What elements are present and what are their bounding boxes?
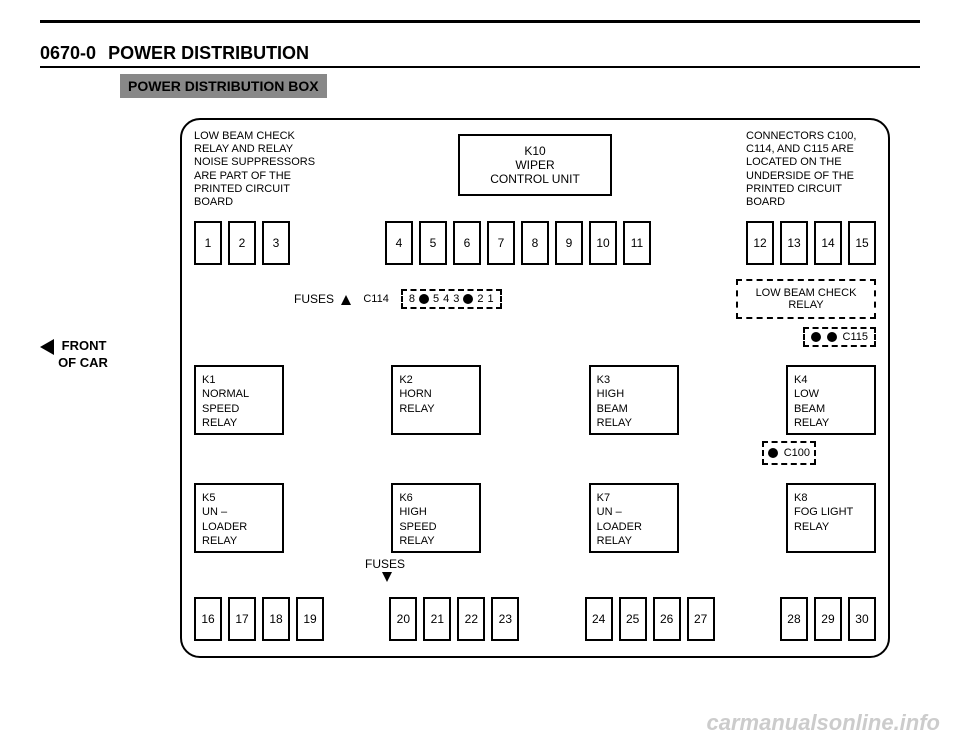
fuse-30: 30 <box>848 597 876 641</box>
c100-label: C100 <box>784 447 810 459</box>
front-line1: FRONT <box>62 338 107 353</box>
k10-l3: CONTROL UNIT <box>490 172 580 186</box>
k10-box: K10 WIPER CONTROL UNIT <box>458 134 612 196</box>
fuse-4: 4 <box>385 221 413 265</box>
fuse-27: 27 <box>687 597 715 641</box>
header-underline <box>40 66 920 68</box>
relay-k8: K8FOG LIGHTRELAY <box>786 483 876 553</box>
c100-row: C100 <box>194 435 816 465</box>
c114-pin: 3 <box>453 293 459 305</box>
header-code: 0670-0 <box>40 43 96 64</box>
fuse-group-top-right: 12131415 <box>746 221 876 265</box>
fuse-21: 21 <box>423 597 451 641</box>
c114-pin: 2 <box>477 293 483 305</box>
fuses-label-text: FUSES <box>294 292 334 306</box>
arrow-up-icon <box>341 295 351 305</box>
fuse-10: 10 <box>589 221 617 265</box>
top-rule <box>40 20 920 23</box>
dot-icon <box>811 332 821 342</box>
relay-row-2: K5UN –LOADERRELAY K6HIGHSPEEDRELAY K7UN –L… <box>194 483 876 553</box>
note-left: LOW BEAM CHECK RELAY AND RELAY NOISE SUP… <box>194 130 324 209</box>
relay-k5: K5UN –LOADERRELAY <box>194 483 284 553</box>
fuse-24: 24 <box>585 597 613 641</box>
fuse-2: 2 <box>228 221 256 265</box>
c115-label: C115 <box>843 331 868 343</box>
fuse-14: 14 <box>814 221 842 265</box>
fuses-label-bottom: FUSES <box>0 557 876 585</box>
subheader: POWER DISTRIBUTION BOX <box>120 74 327 98</box>
fuse-26: 26 <box>653 597 681 641</box>
dot-icon <box>768 448 778 458</box>
c115-connector: C115 <box>803 327 876 347</box>
fuse-group-b4: 282930 <box>780 597 876 641</box>
distribution-box: LOW BEAM CHECK RELAY AND RELAY NOISE SUP… <box>180 118 890 658</box>
fuse-18: 18 <box>262 597 290 641</box>
fuse-9: 9 <box>555 221 583 265</box>
fuse-7: 7 <box>487 221 515 265</box>
c115-row: C115 <box>194 327 876 347</box>
fuse-group-top-mid: 4567891011 <box>385 221 651 265</box>
relay-k2: K2HORNRELAY <box>391 365 481 435</box>
fuse-5: 5 <box>419 221 447 265</box>
fuse-22: 22 <box>457 597 485 641</box>
fuse-group-b3: 24252627 <box>585 597 715 641</box>
c114-pin: 1 <box>487 293 493 305</box>
front-of-car-label: FRONT OF CAR <box>40 338 108 370</box>
header-row: 0670-0 POWER DISTRIBUTION <box>40 43 920 64</box>
fuse-6: 6 <box>453 221 481 265</box>
fuse-13: 13 <box>780 221 808 265</box>
arrow-down-icon <box>382 572 392 582</box>
fuse-23: 23 <box>491 597 519 641</box>
page: 0670-0 POWER DISTRIBUTION POWER DISTRIBU… <box>0 0 960 138</box>
relay-k1: K1NORMALSPEEDRELAY <box>194 365 284 435</box>
fuse-8: 8 <box>521 221 549 265</box>
low-beam-check-relay: LOW BEAM CHECK RELAY <box>736 279 876 319</box>
front-line2: OF CAR <box>58 355 108 370</box>
fuse-row-top: 123 4567891011 12131415 <box>194 221 876 265</box>
fuse-group-b1: 16171819 <box>194 597 324 641</box>
k10-l2: WIPER <box>490 158 580 172</box>
dot-icon <box>419 294 429 304</box>
c100-connector: C100 <box>762 441 816 465</box>
fuse-1: 1 <box>194 221 222 265</box>
fuse-row-bottom: 16171819 20212223 24252627 282930 <box>194 597 876 641</box>
dot-icon <box>463 294 473 304</box>
k10-id: K10 <box>490 144 580 158</box>
fuse-17: 17 <box>228 597 256 641</box>
relay-row-1: K1NORMALSPEEDRELAY K2HORNRELAY K3HIGHBEAMR… <box>194 365 876 435</box>
fuse-12: 12 <box>746 221 774 265</box>
relay-k4: K4LOWBEAMRELAY <box>786 365 876 435</box>
fuse-19: 19 <box>296 597 324 641</box>
fuse-3: 3 <box>262 221 290 265</box>
fuse-29: 29 <box>814 597 842 641</box>
note-right: CONNECTORS C100, C114, AND C115 ARE LOCA… <box>746 130 876 209</box>
c114-connector: 8 543 21 <box>401 289 502 309</box>
watermark: carmanualsonline.info <box>707 710 941 736</box>
fuses-label-text-2: FUSES <box>365 557 405 571</box>
c114-pin: 5 <box>433 293 439 305</box>
dot-icon <box>827 332 837 342</box>
top-row: LOW BEAM CHECK RELAY AND RELAY NOISE SUP… <box>194 130 876 209</box>
fuses-label-top: FUSES <box>294 292 351 306</box>
fuse-group-top-left: 123 <box>194 221 290 265</box>
relay-k6: K6HIGHSPEEDRELAY <box>391 483 481 553</box>
c114-pin: 4 <box>443 293 449 305</box>
fuse-28: 28 <box>780 597 808 641</box>
fuse-20: 20 <box>389 597 417 641</box>
left-arrow-icon <box>40 339 54 355</box>
fuse-15: 15 <box>848 221 876 265</box>
fuse-16: 16 <box>194 597 222 641</box>
relay-k7: K7UN –LOADERRELAY <box>589 483 679 553</box>
fuse-11: 11 <box>623 221 651 265</box>
mid-row: FUSES C114 8 543 21 LOW BEAM CHECK RELAY <box>194 279 876 319</box>
header-title: POWER DISTRIBUTION <box>108 43 309 64</box>
c114-label: C114 <box>363 293 388 305</box>
fuse-25: 25 <box>619 597 647 641</box>
relay-k3: K3HIGHBEAMRELAY <box>589 365 679 435</box>
c114-pin: 8 <box>409 293 415 305</box>
fuse-group-b2: 20212223 <box>389 597 519 641</box>
